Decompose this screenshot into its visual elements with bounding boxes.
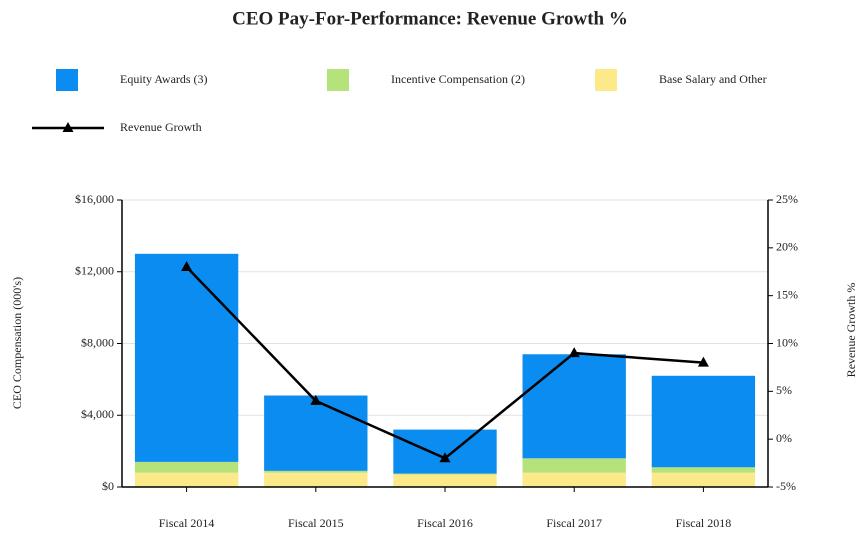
y-tick-label: $16,000 bbox=[75, 192, 114, 206]
y2-tick-label: 25% bbox=[776, 192, 798, 206]
line-marker bbox=[310, 394, 322, 405]
bar-segment bbox=[522, 458, 626, 473]
legend-label: Base Salary and Other bbox=[659, 72, 767, 86]
line-marker bbox=[697, 356, 709, 367]
legend-swatch bbox=[595, 69, 617, 91]
y2-tick-label: -5% bbox=[776, 479, 796, 493]
y2-axis-title: Revenue Growth % bbox=[844, 283, 858, 378]
line-marker bbox=[439, 452, 451, 463]
y2-tick-label: 15% bbox=[776, 287, 798, 301]
legend-label: Equity Awards (3) bbox=[120, 72, 208, 86]
x-tick-label: Fiscal 2015 bbox=[288, 516, 344, 530]
bar-segment bbox=[393, 473, 497, 475]
y-axis-title: CEO Compensation (000's) bbox=[10, 277, 24, 409]
y-tick-label: $12,000 bbox=[75, 264, 114, 278]
bar-segment bbox=[651, 375, 756, 468]
y2-tick-label: 0% bbox=[776, 431, 792, 445]
y2-tick-label: 5% bbox=[776, 383, 792, 397]
legend-marker bbox=[62, 122, 74, 132]
bar-segment bbox=[264, 472, 368, 487]
line-marker bbox=[568, 347, 580, 358]
bar-segment bbox=[393, 474, 497, 487]
legend-label: Incentive Compensation (2) bbox=[391, 72, 525, 86]
bar-segment bbox=[522, 472, 626, 487]
bar-segment bbox=[134, 472, 239, 487]
bar-segment bbox=[264, 470, 368, 473]
bar-segment bbox=[522, 354, 626, 459]
y2-tick-label: 20% bbox=[776, 240, 798, 254]
x-tick-label: Fiscal 2018 bbox=[676, 516, 732, 530]
line-marker bbox=[181, 260, 193, 271]
bar-segment bbox=[134, 461, 239, 473]
legend-label: Revenue Growth bbox=[120, 120, 202, 134]
bar-segment bbox=[393, 429, 497, 474]
y2-tick-label: 10% bbox=[776, 335, 798, 349]
bar-segment bbox=[651, 467, 756, 473]
bar-segment bbox=[651, 472, 756, 487]
x-tick-label: Fiscal 2016 bbox=[417, 516, 473, 530]
bar-segment bbox=[134, 253, 239, 462]
y-tick-label: $8,000 bbox=[81, 335, 114, 349]
y-tick-label: $4,000 bbox=[81, 407, 114, 421]
legend-swatch bbox=[56, 69, 78, 91]
legend-swatch bbox=[327, 69, 349, 91]
y-tick-label: $0 bbox=[102, 479, 114, 493]
chart-title: CEO Pay-For-Performance: Revenue Growth … bbox=[232, 8, 628, 29]
x-tick-label: Fiscal 2014 bbox=[159, 516, 215, 530]
x-tick-label: Fiscal 2017 bbox=[546, 516, 602, 530]
bar-segment bbox=[264, 395, 368, 471]
